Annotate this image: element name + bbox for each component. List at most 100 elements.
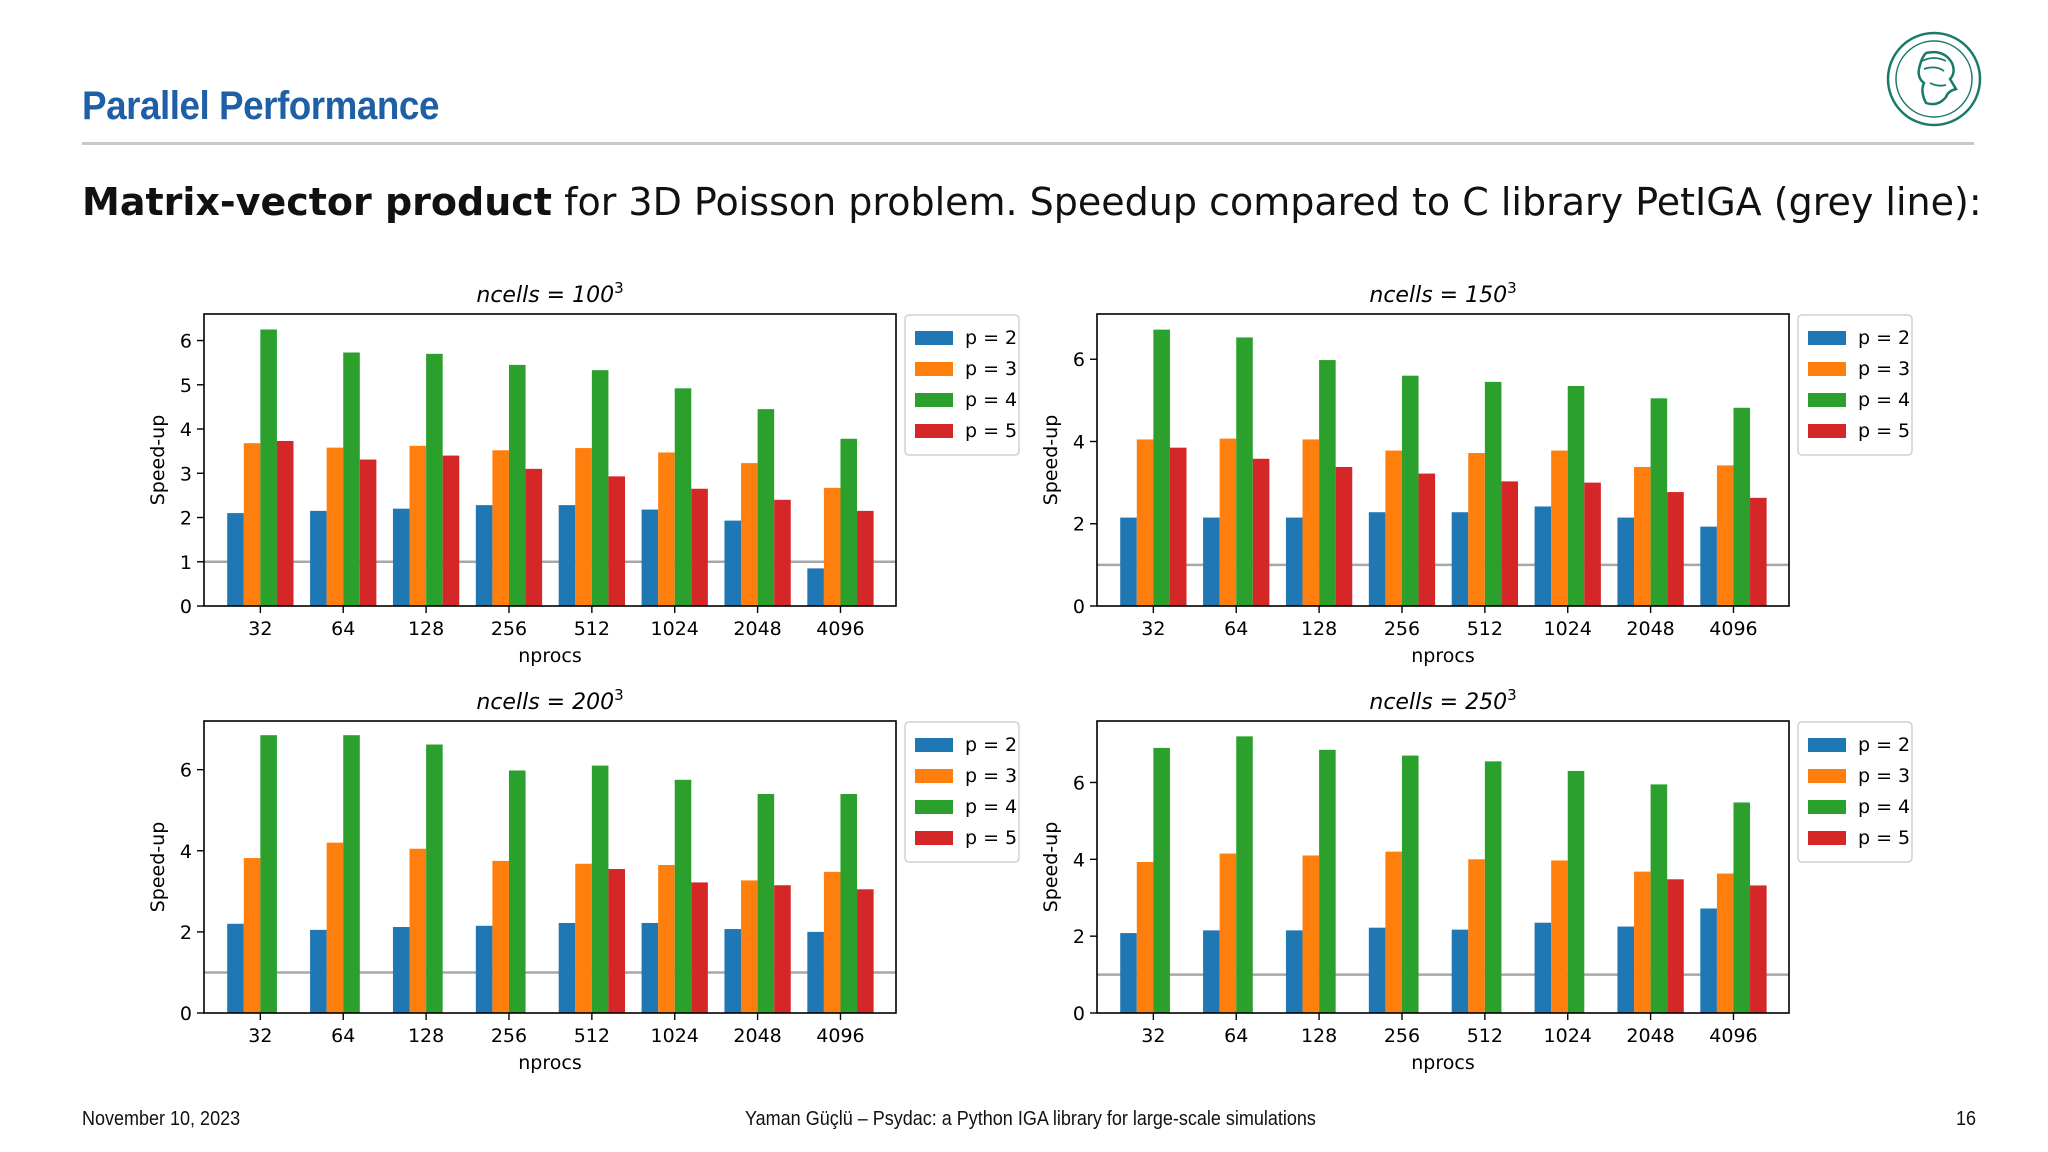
bar-p=5-1024: [1584, 482, 1601, 606]
bar-p=3-4096: [823, 487, 841, 606]
bar-p=5-2048: [1667, 879, 1684, 1013]
bar-p=5-512: [1501, 481, 1519, 606]
legend-swatch: [1808, 362, 1846, 376]
bar-p=2-1024: [641, 922, 659, 1013]
bar-p=5-256: [525, 468, 543, 606]
bar-p=2-4096: [1700, 908, 1717, 1013]
legend-label: p = 3: [965, 358, 1017, 380]
y-tick-label: 4: [180, 841, 192, 863]
y-tick-label: 2: [1073, 926, 1085, 948]
x-tick-label: 256: [1384, 618, 1420, 640]
x-tick-label: 2048: [1626, 1025, 1674, 1047]
y-tick-label: 2: [1073, 514, 1085, 536]
bar-p=3-256: [492, 450, 509, 606]
plot-frame: [1096, 313, 1790, 607]
bar-p=4-1024: [674, 779, 692, 1013]
bar-p=2-4096: [1700, 526, 1717, 606]
bar-p=2-64: [310, 510, 327, 606]
y-tick-label: 2: [180, 508, 192, 530]
y-axis-label: Speed-up: [1040, 415, 1062, 506]
bar-p=3-128: [1302, 855, 1320, 1013]
bar-p=4-1024: [1567, 385, 1585, 606]
legend-label: p = 3: [965, 765, 1017, 787]
x-axis-label: nprocs: [518, 1052, 581, 1074]
plot-frame: [1096, 720, 1790, 1014]
chart-title: ncells = 2003: [476, 686, 623, 715]
legend-swatch: [915, 331, 953, 345]
bar-p=4-2048: [1650, 398, 1668, 606]
bar-p=4-32: [1153, 747, 1170, 1013]
x-tick-label: 128: [408, 618, 444, 640]
y-tick-label: 0: [1073, 596, 1085, 618]
bar-p=4-64: [343, 352, 360, 606]
x-tick-label: 128: [1301, 618, 1337, 640]
x-tick-label: 64: [331, 1025, 355, 1047]
bar-p=3-512: [575, 448, 592, 606]
bar-p=2-64: [1203, 930, 1220, 1013]
x-tick-label: 1024: [1544, 1025, 1592, 1047]
bar-p=4-128: [1319, 749, 1336, 1013]
x-tick-label: 512: [1467, 1025, 1503, 1047]
subtitle-text: for 3D Poisson problem. Speedup compared…: [551, 180, 1982, 224]
bar-p=2-2048: [1617, 517, 1635, 606]
bar-p=3-1024: [1551, 450, 1568, 606]
bar-p=5-32: [1169, 447, 1187, 606]
x-tick-label: 512: [574, 1025, 610, 1047]
bar-p=4-128: [426, 744, 443, 1013]
bar-p=4-32: [260, 735, 277, 1013]
bar-p=2-256: [1368, 927, 1386, 1013]
legend-label: p = 5: [1858, 420, 1910, 442]
bar-p=2-32: [227, 513, 244, 606]
bar-p=4-128: [426, 353, 443, 606]
bar-p=3-64: [1219, 438, 1237, 606]
bar-p=5-4096: [1750, 497, 1767, 606]
chart-title: ncells = 1003: [476, 279, 623, 308]
bar-p=2-256: [1368, 512, 1386, 606]
x-axis-label: nprocs: [518, 645, 581, 667]
legend-label: p = 4: [1858, 389, 1910, 411]
bar-p=3-32: [243, 858, 261, 1013]
bar-p=5-4096: [857, 510, 874, 606]
bar-p=5-64: [1252, 458, 1270, 606]
y-axis-label: Speed-up: [147, 415, 169, 506]
bar-p=2-2048: [724, 929, 742, 1013]
x-tick-label: 128: [1301, 1025, 1337, 1047]
bar-p=2-2048: [1617, 926, 1635, 1013]
bar-p=3-32: [1136, 862, 1154, 1013]
x-tick-label: 4096: [816, 618, 864, 640]
x-tick-label: 1024: [651, 1025, 699, 1047]
legend-box: [1797, 314, 1913, 456]
bar-p=5-2048: [1667, 492, 1684, 606]
legend-swatch: [1808, 831, 1846, 845]
bar-p=2-4096: [807, 931, 824, 1013]
y-tick-label: 6: [1073, 772, 1085, 794]
subtitle-bold: Matrix-vector product: [82, 180, 552, 224]
legend-swatch: [915, 424, 953, 438]
x-tick-label: 64: [331, 618, 355, 640]
x-tick-label: 256: [491, 1025, 527, 1047]
legend-swatch: [1808, 331, 1846, 345]
x-tick-label: 4096: [816, 1025, 864, 1047]
bar-p=2-32: [1120, 933, 1137, 1013]
bar-p=3-4096: [1716, 465, 1734, 606]
bar-p=5-1024: [691, 882, 708, 1013]
bar-p=5-1024: [691, 488, 708, 606]
bar-p=3-512: [1468, 453, 1485, 606]
y-tick-label: 0: [1073, 1003, 1085, 1025]
legend-swatch: [1808, 769, 1846, 783]
chart-title: ncells = 1503: [1369, 279, 1516, 308]
legend-swatch: [915, 800, 953, 814]
y-tick-label: 2: [180, 922, 192, 944]
bar-p=2-1024: [1534, 922, 1552, 1013]
x-tick-label: 64: [1224, 1025, 1248, 1047]
bar-p=4-512: [591, 765, 609, 1013]
plot-frame: [203, 720, 897, 1014]
y-tick-label: 4: [180, 419, 192, 441]
bar-p=2-64: [1203, 517, 1220, 606]
plot-frame: [203, 313, 897, 607]
bar-p=4-1024: [1567, 770, 1585, 1013]
bar-p=2-128: [392, 508, 410, 606]
legend-label: p = 2: [965, 734, 1017, 756]
bar-p=2-128: [1285, 517, 1303, 606]
